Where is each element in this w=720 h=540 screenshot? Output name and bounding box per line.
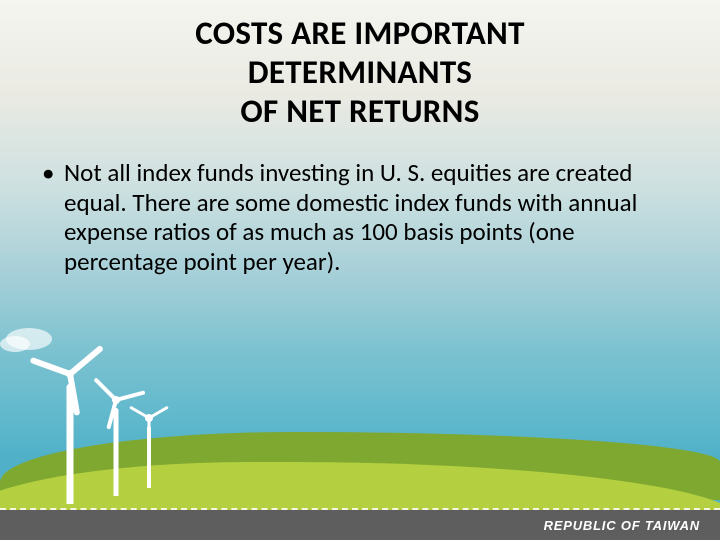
cloud-icon xyxy=(0,336,30,352)
bullet-text: Not all index funds investing in U. S. e… xyxy=(64,158,672,276)
footer-label: REPUBLIC OF TAIWAN xyxy=(544,518,700,533)
title-line-2: DETERMINANTS xyxy=(0,53,720,92)
bullet-dot-icon: • xyxy=(42,158,64,188)
title-line-3: OF NET RETURNS xyxy=(0,92,720,131)
title-line-1: COSTS ARE IMPORTANT xyxy=(0,14,720,53)
wind-turbine-icon xyxy=(40,374,100,504)
slide-title: COSTS ARE IMPORTANT DETERMINANTS OF NET … xyxy=(0,14,720,131)
wind-turbine-icon xyxy=(96,400,136,496)
bullet-item: • Not all index funds investing in U. S.… xyxy=(42,158,672,276)
slide-body: • Not all index funds investing in U. S.… xyxy=(42,158,672,276)
slide: COSTS ARE IMPORTANT DETERMINANTS OF NET … xyxy=(0,0,720,540)
footer-bar: REPUBLIC OF TAIWAN xyxy=(0,510,720,540)
wind-turbine-icon xyxy=(134,418,164,488)
